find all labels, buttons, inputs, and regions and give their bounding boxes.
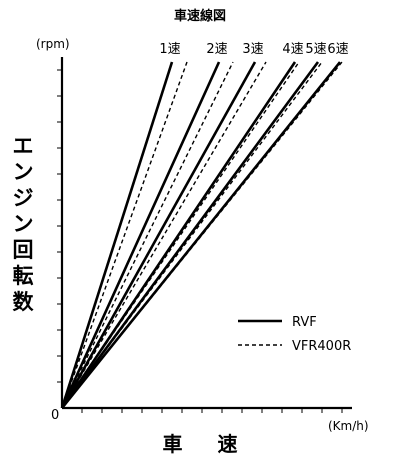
vfr400r-line [61, 61, 267, 409]
legend-label: RVF [292, 315, 317, 330]
gear-labels: 1速 2速 3速 4速 5速 6速 [159, 42, 348, 57]
vfr400r-line [61, 61, 300, 409]
vfr400r-line [61, 61, 188, 409]
gear-label: 1速 [159, 42, 180, 57]
vfr400r-line [61, 61, 323, 409]
y-axis-unit: (rpm) [36, 37, 70, 51]
gear-lines [60, 61, 343, 409]
rvf-line [60, 61, 257, 409]
y-axis-label: エンジン回転数 [12, 134, 34, 314]
legend: RVF VFR400R [238, 315, 351, 354]
gear-label: 5速 [305, 42, 326, 57]
gear-label: 6速 [327, 42, 348, 57]
legend-label: VFR400R [292, 339, 351, 354]
gear-label: 3速 [242, 42, 263, 57]
rvf-line [60, 61, 297, 409]
chart-title: 車速線図 [173, 9, 226, 24]
gear-label: 2速 [206, 42, 227, 57]
axes [57, 57, 352, 413]
x-axis-unit: (Km/h) [328, 419, 369, 433]
rvf-line [60, 61, 174, 409]
gear-label: 4速 [282, 42, 303, 57]
x-axis-label: 車 速 [162, 432, 252, 456]
rvf-line [60, 61, 221, 409]
origin-label: 0 [51, 408, 60, 423]
vfr400r-line [61, 61, 234, 409]
